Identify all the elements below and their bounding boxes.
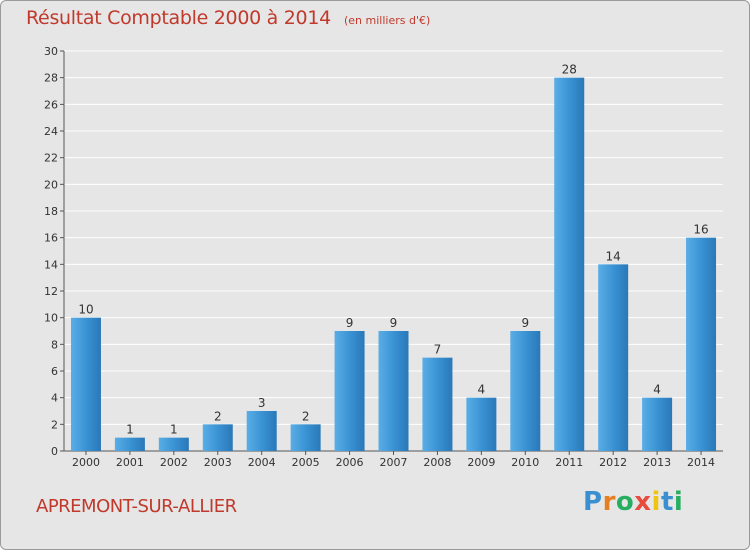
y-tick-label: 16: [44, 232, 58, 245]
y-tick-label: 30: [44, 45, 58, 58]
chart-title-line: Résultat Comptable 2000 à 2014 (en milli…: [26, 7, 430, 29]
x-tick-label: 2012: [599, 456, 627, 469]
x-tick-label: 2002: [160, 456, 188, 469]
x-tick-label: 2001: [116, 456, 144, 469]
y-tick-label: 8: [51, 338, 58, 351]
bar-2004: [246, 411, 277, 451]
x-tick-label: 2007: [380, 456, 408, 469]
bar-2010: [510, 331, 541, 451]
bar-2007: [378, 331, 409, 451]
chart-title: Résultat Comptable 2000 à 2014: [26, 7, 331, 29]
bar-2013: [642, 397, 673, 451]
data-label: 10: [78, 303, 93, 317]
x-tick-label: 2006: [336, 456, 364, 469]
y-tick-label: 18: [44, 205, 58, 218]
data-label: 9: [390, 316, 398, 330]
bar-2012: [598, 264, 629, 451]
logo-letter: P: [583, 487, 603, 517]
y-tick-label: 22: [44, 152, 58, 165]
bar-2009: [466, 397, 497, 451]
logo-letter: i: [673, 487, 684, 517]
bar-2001: [114, 437, 145, 451]
labels: 2000 10 2001 1 2002 1 2003 2 2004 3 2005 2 2006 9 2007…: [72, 63, 715, 469]
data-label: 2: [302, 409, 310, 423]
data-label: 9: [521, 316, 529, 330]
y-tick-label: 24: [44, 125, 58, 138]
data-label: 2: [214, 409, 222, 423]
data-label: 14: [606, 249, 621, 263]
data-label: 1: [126, 423, 134, 437]
logo-letter: t: [660, 487, 674, 517]
x-tick-label: 2000: [72, 456, 100, 469]
commune-name: APREMONT-SUR-ALLIER: [36, 496, 237, 517]
y-tick-label: 0: [51, 445, 58, 458]
x-tick-label: 2008: [423, 456, 451, 469]
data-label: 4: [478, 383, 486, 397]
data-label: 4: [653, 383, 661, 397]
x-tick-label: 2003: [204, 456, 232, 469]
proxiti-logo: Proxiti: [583, 487, 683, 517]
y-tick-label: 6: [51, 365, 58, 378]
bar-2011: [554, 77, 585, 452]
data-label: 3: [258, 396, 266, 410]
bar-2014: [686, 237, 717, 451]
y-tick-label: 2: [51, 418, 58, 431]
data-label: 16: [693, 223, 708, 237]
grid-lines: [64, 50, 723, 425]
bar-2005: [290, 424, 321, 451]
x-tick-label: 2014: [687, 456, 715, 469]
bars: [70, 77, 717, 452]
chart-subtitle: (en milliers d'€): [343, 14, 431, 27]
y-tick-label: 28: [44, 72, 58, 85]
logo-letter: x: [634, 487, 652, 517]
bar-2008: [422, 357, 453, 451]
x-tick-label: 2011: [555, 456, 583, 469]
logo-letter: i: [651, 487, 661, 517]
y-tick-label: 4: [51, 392, 58, 405]
logo-letter: r: [602, 487, 616, 517]
y-tick-label: 10: [44, 312, 58, 325]
bar-2006: [334, 331, 365, 451]
x-tick-label: 2009: [467, 456, 495, 469]
x-tick-label: 2004: [248, 456, 276, 469]
bar-2002: [158, 437, 189, 451]
data-label: 28: [562, 63, 577, 77]
data-label: 1: [170, 423, 178, 437]
bar-2000: [70, 317, 101, 451]
data-label: 7: [434, 343, 442, 357]
bar-2003: [202, 424, 233, 451]
logo-letter: o: [615, 487, 635, 517]
data-label: 9: [346, 316, 354, 330]
y-tick-label: 26: [44, 98, 58, 111]
y-tick-label: 14: [44, 258, 58, 271]
y-tick-label: 12: [44, 285, 58, 298]
x-tick-label: 2005: [292, 456, 320, 469]
x-tick-label: 2010: [511, 456, 539, 469]
y-tick-label: 20: [44, 178, 58, 191]
x-tick-label: 2013: [643, 456, 671, 469]
